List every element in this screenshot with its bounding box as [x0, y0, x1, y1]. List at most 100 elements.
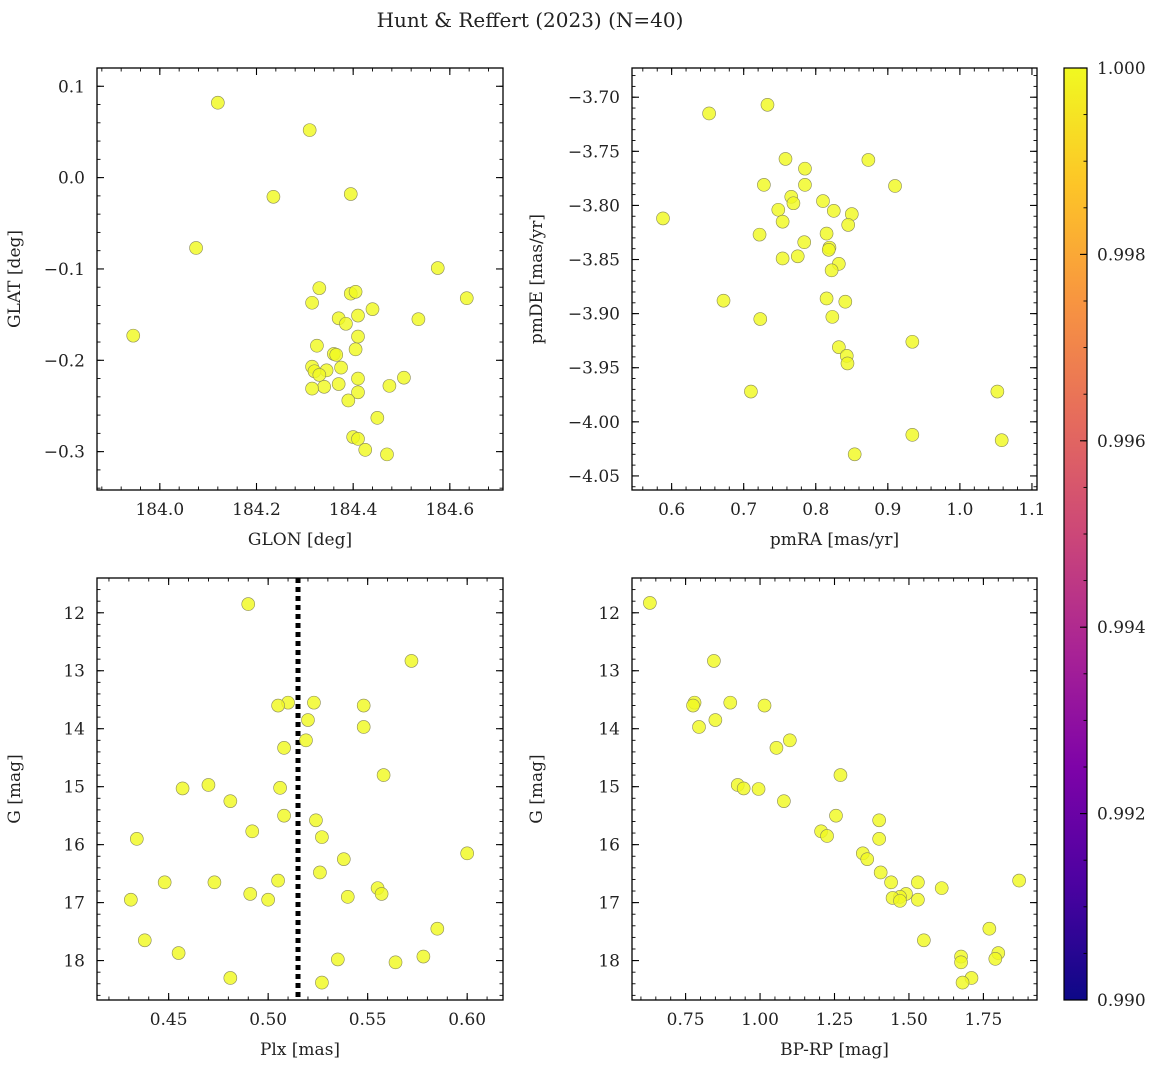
y-tick-label: 17 [598, 894, 620, 914]
data-point [309, 813, 323, 828]
data-point [708, 713, 723, 727]
data-point [374, 887, 389, 901]
colorbar-tick-label: 1.000 [1097, 59, 1146, 79]
y-tick-label: −3.75 [568, 142, 620, 162]
y-tick-label: −0.3 [44, 443, 85, 463]
data-point [829, 808, 843, 823]
data-point [917, 933, 931, 948]
data-point [157, 875, 172, 890]
y-axis-label: GLAT [deg] [5, 230, 25, 328]
data-point [388, 955, 403, 970]
y-tick-label: −0.1 [44, 260, 85, 280]
data-point [797, 235, 812, 250]
x-axis-label: pmRA [mas/yr] [770, 530, 899, 550]
data-point [988, 952, 1003, 966]
data-point [751, 782, 766, 796]
x-tick-label: 0.6 [658, 500, 685, 520]
data-point [315, 975, 329, 990]
y-tick-label: 12 [598, 604, 620, 624]
data-point [982, 921, 997, 936]
y-tick-label: 0.1 [58, 77, 85, 97]
data-point [775, 251, 790, 266]
data-point [775, 214, 790, 229]
y-tick-label: −4.05 [568, 467, 620, 487]
data-point [277, 808, 291, 823]
figure-title: Hunt & Reffert (2023) (N=40) [377, 8, 684, 32]
data-point [189, 241, 203, 255]
data-point [312, 368, 327, 382]
data-point [273, 781, 287, 795]
panel-plx-g: 0.45 0.50 0.55 0.60 12 13 14 15 16 17 18 Plx [mas] G… [5, 577, 504, 1060]
y-tick-label: −4.00 [568, 413, 620, 433]
data-point [954, 955, 968, 970]
data-point [312, 281, 327, 295]
colorbar-tick-label: 0.996 [1097, 432, 1146, 452]
data-point [702, 106, 716, 121]
data-point [888, 179, 902, 193]
x-tick-label: 0.75 [667, 1010, 705, 1030]
data-point [301, 713, 315, 727]
data-point [340, 890, 355, 904]
data-point [752, 227, 767, 242]
data-point [821, 242, 836, 257]
data-point [873, 865, 888, 880]
data-point [760, 97, 775, 112]
data-point [847, 447, 862, 462]
data-point [430, 921, 445, 936]
axes-frame [96, 577, 504, 1001]
data-point [331, 377, 346, 391]
data-point [757, 178, 771, 192]
data-point [358, 443, 373, 457]
data-point [753, 312, 768, 326]
data-point [459, 291, 474, 305]
data-point [376, 768, 391, 782]
data-point [783, 733, 797, 748]
x-tick-label: 0.45 [150, 1010, 188, 1030]
data-point [786, 196, 801, 211]
x-tick-label: 1.25 [816, 1010, 854, 1030]
data-point [872, 832, 886, 846]
data-point [955, 975, 970, 990]
data-point [310, 338, 324, 353]
data-point [416, 949, 431, 964]
data-point [223, 794, 238, 808]
data-point [905, 334, 920, 349]
x-tick-label: 0.55 [349, 1010, 387, 1030]
data-point [271, 698, 285, 713]
data-point [798, 161, 812, 176]
data-point [934, 881, 949, 895]
data-point [201, 778, 216, 792]
y-tick-label: 14 [598, 720, 620, 740]
data-point [317, 379, 331, 394]
data-point [336, 852, 351, 866]
data-point [819, 226, 834, 241]
x-tick-label: 0.9 [874, 500, 901, 520]
x-axis-label: GLON [deg] [248, 530, 352, 550]
data-point [124, 892, 138, 907]
data-point [826, 204, 841, 218]
data-point [351, 329, 365, 344]
y-tick-label: 18 [598, 952, 620, 972]
data-point [778, 152, 793, 166]
y-tick-label: 0.0 [58, 169, 85, 189]
data-point [905, 428, 920, 442]
y-tick-label: −3.95 [568, 359, 620, 379]
data-point [175, 781, 190, 796]
data-point [833, 768, 848, 782]
data-point [404, 654, 419, 668]
data-point [820, 829, 834, 843]
panel-bprp-g: 0.75 1.00 1.25 1.50 1.75 12 13 14 15 16 17 18 BP-RP … [527, 577, 1038, 1060]
data-point [911, 892, 925, 907]
data-point [351, 432, 365, 446]
data-point [893, 894, 907, 908]
colorbar-tick-label: 0.998 [1097, 245, 1146, 265]
data-point [351, 308, 365, 323]
data-point [380, 447, 394, 462]
y-tick-label: −3.85 [568, 251, 620, 271]
data-point [911, 875, 925, 890]
data-point [643, 596, 657, 610]
x-axis-label: Plx [mas] [260, 1040, 340, 1060]
data-point [365, 302, 380, 316]
data-point [994, 433, 1009, 448]
y-tick-label: 15 [598, 778, 620, 798]
